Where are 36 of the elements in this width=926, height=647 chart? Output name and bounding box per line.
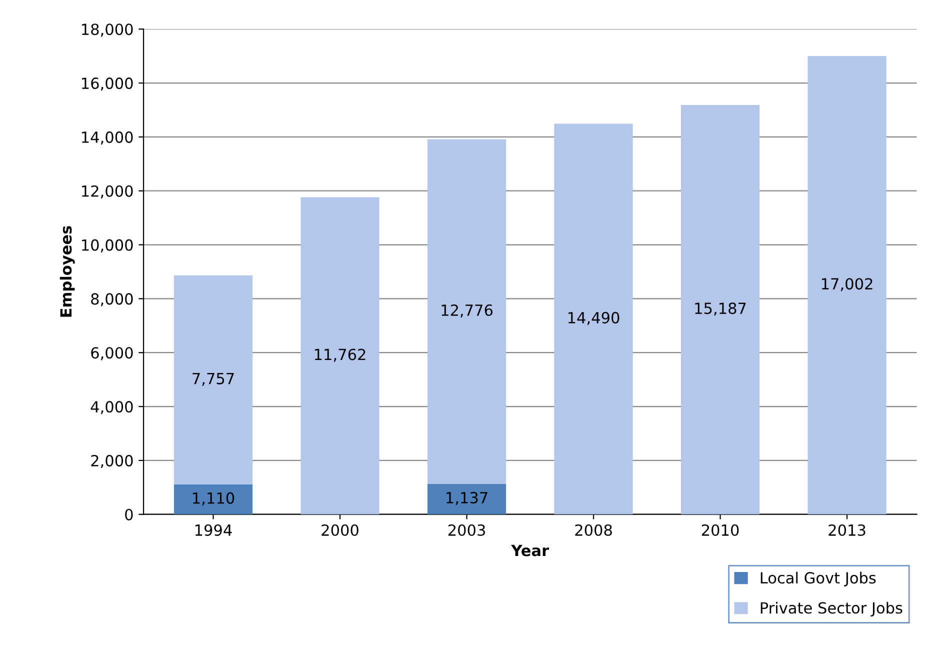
y-tick-label: 14,000 <box>82 131 133 145</box>
y-axis-title: Employees <box>60 226 75 317</box>
x-axis-title: Year <box>511 544 550 556</box>
x-tick-label: 2008 <box>575 524 612 536</box>
legend-label: Local Govt Jobs <box>760 572 876 586</box>
x-tick-label: 2000 <box>322 524 358 536</box>
data-label: 1,110 <box>193 492 234 506</box>
y-tick-label: 12,000 <box>82 185 133 198</box>
bar <box>554 124 633 514</box>
data-label: 7,757 <box>192 372 234 386</box>
y-tick-label: 10,000 <box>82 239 133 252</box>
bar <box>427 139 506 484</box>
y-tick-label: 6,000 <box>91 347 133 360</box>
data-label: 17,002 <box>822 278 872 292</box>
data-label: 1,137 <box>446 492 488 506</box>
x-tick-label: 1994 <box>195 524 232 536</box>
y-tick-label: 8,000 <box>91 293 133 306</box>
bar <box>174 484 253 514</box>
bar <box>808 56 886 514</box>
x-tick-label: 2003 <box>448 524 485 536</box>
y-tick-label: 18,000 <box>82 24 133 37</box>
y-tick-label: 0 <box>125 508 133 520</box>
data-label: 12,776 <box>442 304 493 318</box>
bar <box>174 275 253 484</box>
data-label: 15,187 <box>695 302 746 316</box>
legend-label: Private Sector Jobs <box>760 602 902 617</box>
bar <box>680 104 760 514</box>
data-label: 11,762 <box>314 348 366 362</box>
y-tick-label: 4,000 <box>90 400 133 414</box>
bar <box>427 484 506 514</box>
bar <box>300 197 380 514</box>
x-tick-label: 2013 <box>828 524 866 536</box>
data-label: 14,490 <box>568 312 620 326</box>
y-tick-label: 16,000 <box>82 77 133 91</box>
x-tick-label: 2010 <box>702 524 739 536</box>
y-tick-label: 2,000 <box>91 454 133 468</box>
